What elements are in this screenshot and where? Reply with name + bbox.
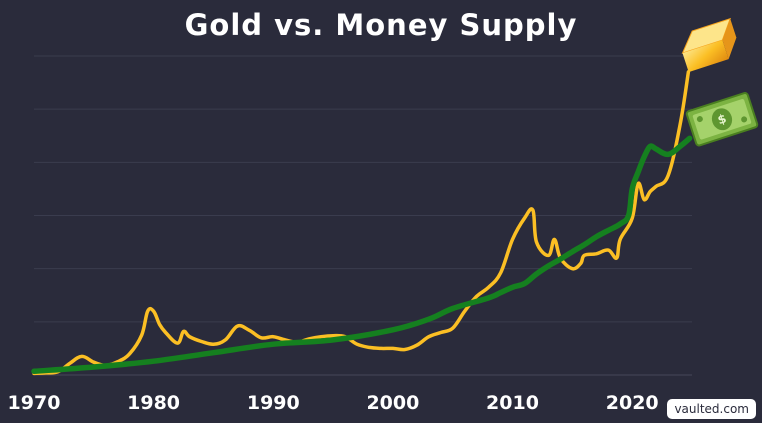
- series-line-money-supply: [31, 135, 693, 375]
- chart-title: Gold vs. Money Supply: [184, 8, 578, 42]
- watermark-badge[interactable]: vaulted.com: [667, 399, 756, 419]
- series-group: [31, 70, 693, 376]
- x-tick-labels: 1970 1980 1990 2000 2010 2020: [8, 392, 659, 414]
- dollar-bill-icon: $: [685, 92, 759, 147]
- x-tick-label: 2010: [486, 392, 539, 414]
- svg-text:$: $: [716, 111, 728, 127]
- x-tick-label: 1990: [247, 392, 300, 414]
- x-tick-label: 1970: [8, 392, 61, 414]
- gridlines: [34, 55, 692, 323]
- x-tick-label: 2000: [366, 392, 419, 414]
- x-tick-label: 2020: [606, 392, 659, 414]
- x-tick-label: 1980: [127, 392, 180, 414]
- series-line-gold: [32, 70, 691, 376]
- gold-bar-icon: [681, 17, 737, 73]
